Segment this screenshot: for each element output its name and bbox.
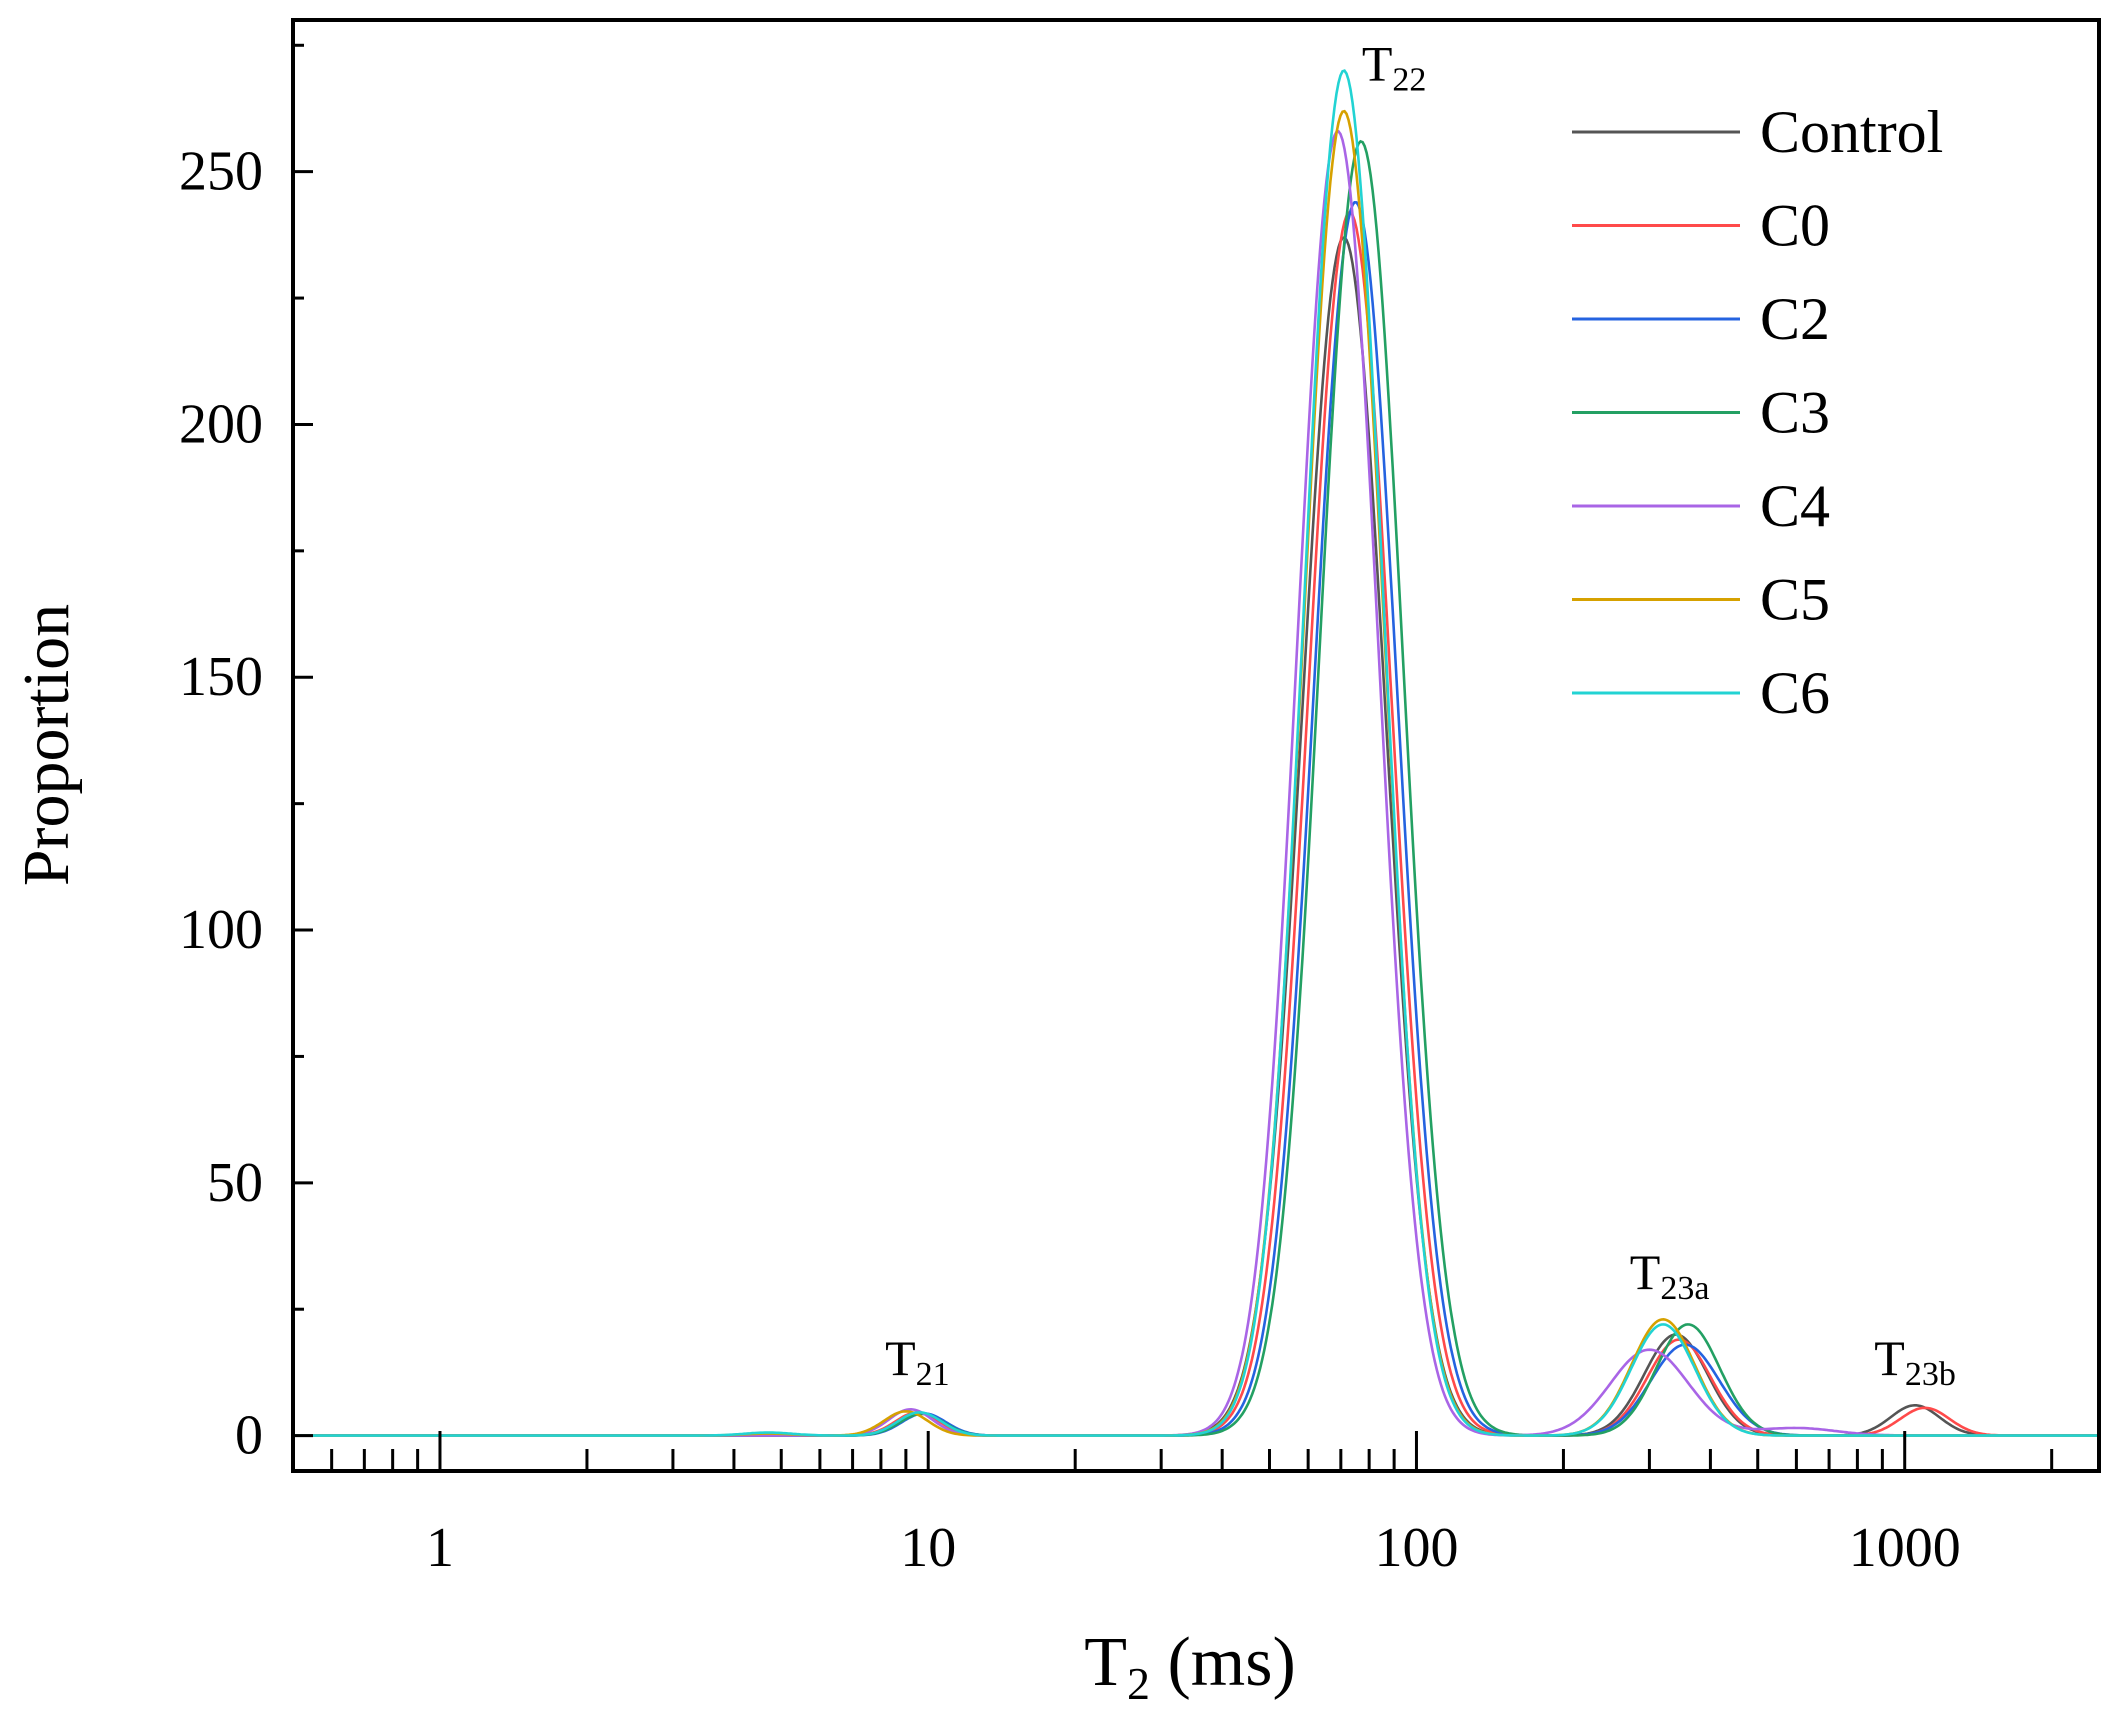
y-tick-label: 250: [179, 141, 263, 203]
legend-item-c6: C6: [1572, 660, 1830, 726]
peak-label-sub: 22: [1392, 62, 1426, 99]
peak-label-t23b: T23b: [1874, 1330, 1956, 1393]
legend-label: Control: [1760, 99, 1943, 165]
x-axis-label-main: T: [1084, 1624, 1127, 1701]
y-tick-label: 50: [207, 1152, 263, 1214]
x-axis-label: T2 (ms): [1084, 1624, 1296, 1709]
legend-item-c0: C0: [1572, 193, 1830, 259]
legend-label: C3: [1760, 380, 1830, 446]
legend-label: C5: [1760, 567, 1830, 633]
legend-label: C2: [1760, 286, 1830, 352]
peak-label-main: T: [1874, 1330, 1905, 1386]
y-tick-label: 150: [179, 646, 263, 708]
peak-label-t22: T22: [1362, 36, 1427, 99]
series-curves: [293, 69, 2099, 1437]
peak-label-t21: T21: [885, 1330, 950, 1393]
axis-ticks: 1 10 100 1000 0 50 100 150 200 250: [179, 43, 2054, 1579]
x-tick-label: 100: [1374, 1517, 1458, 1579]
peak-label-main: T: [1630, 1244, 1661, 1300]
legend-item-control: Control: [1572, 99, 1943, 165]
legend-item-c2: C2: [1572, 286, 1830, 352]
legend-item-c5: C5: [1572, 567, 1830, 633]
series-line-c6: [293, 69, 2099, 1437]
y-axis-label: Proportion: [10, 604, 83, 886]
x-tick-label: 1: [426, 1517, 454, 1579]
legend-item-c4: C4: [1572, 473, 1830, 539]
x-axis-label-sub: 2: [1127, 1658, 1150, 1709]
peak-label-main: T: [885, 1330, 916, 1386]
peak-label-sub: 23b: [1905, 1356, 1956, 1393]
peak-label-sub: 23a: [1660, 1270, 1709, 1307]
x-tick-label: 1000: [1849, 1517, 1961, 1579]
y-tick-label: 100: [179, 899, 263, 961]
legend-item-c3: C3: [1572, 380, 1830, 446]
x-tick-label: 10: [900, 1517, 956, 1579]
legend-label: C0: [1760, 193, 1830, 259]
x-axis-label-unit: (ms): [1150, 1624, 1296, 1701]
legend-label: C6: [1760, 660, 1830, 726]
y-tick-label: 0: [235, 1405, 263, 1467]
peak-label-sub: 21: [916, 1356, 950, 1393]
plot-frame: [291, 18, 2101, 1473]
y-tick-label: 200: [179, 393, 263, 455]
legend-label: C4: [1760, 473, 1830, 539]
peak-label-main: T: [1362, 36, 1393, 92]
peak-label-t23a: T23a: [1630, 1244, 1710, 1307]
legend: Control C0 C2 C3 C4 C5 C6: [1572, 99, 1943, 726]
